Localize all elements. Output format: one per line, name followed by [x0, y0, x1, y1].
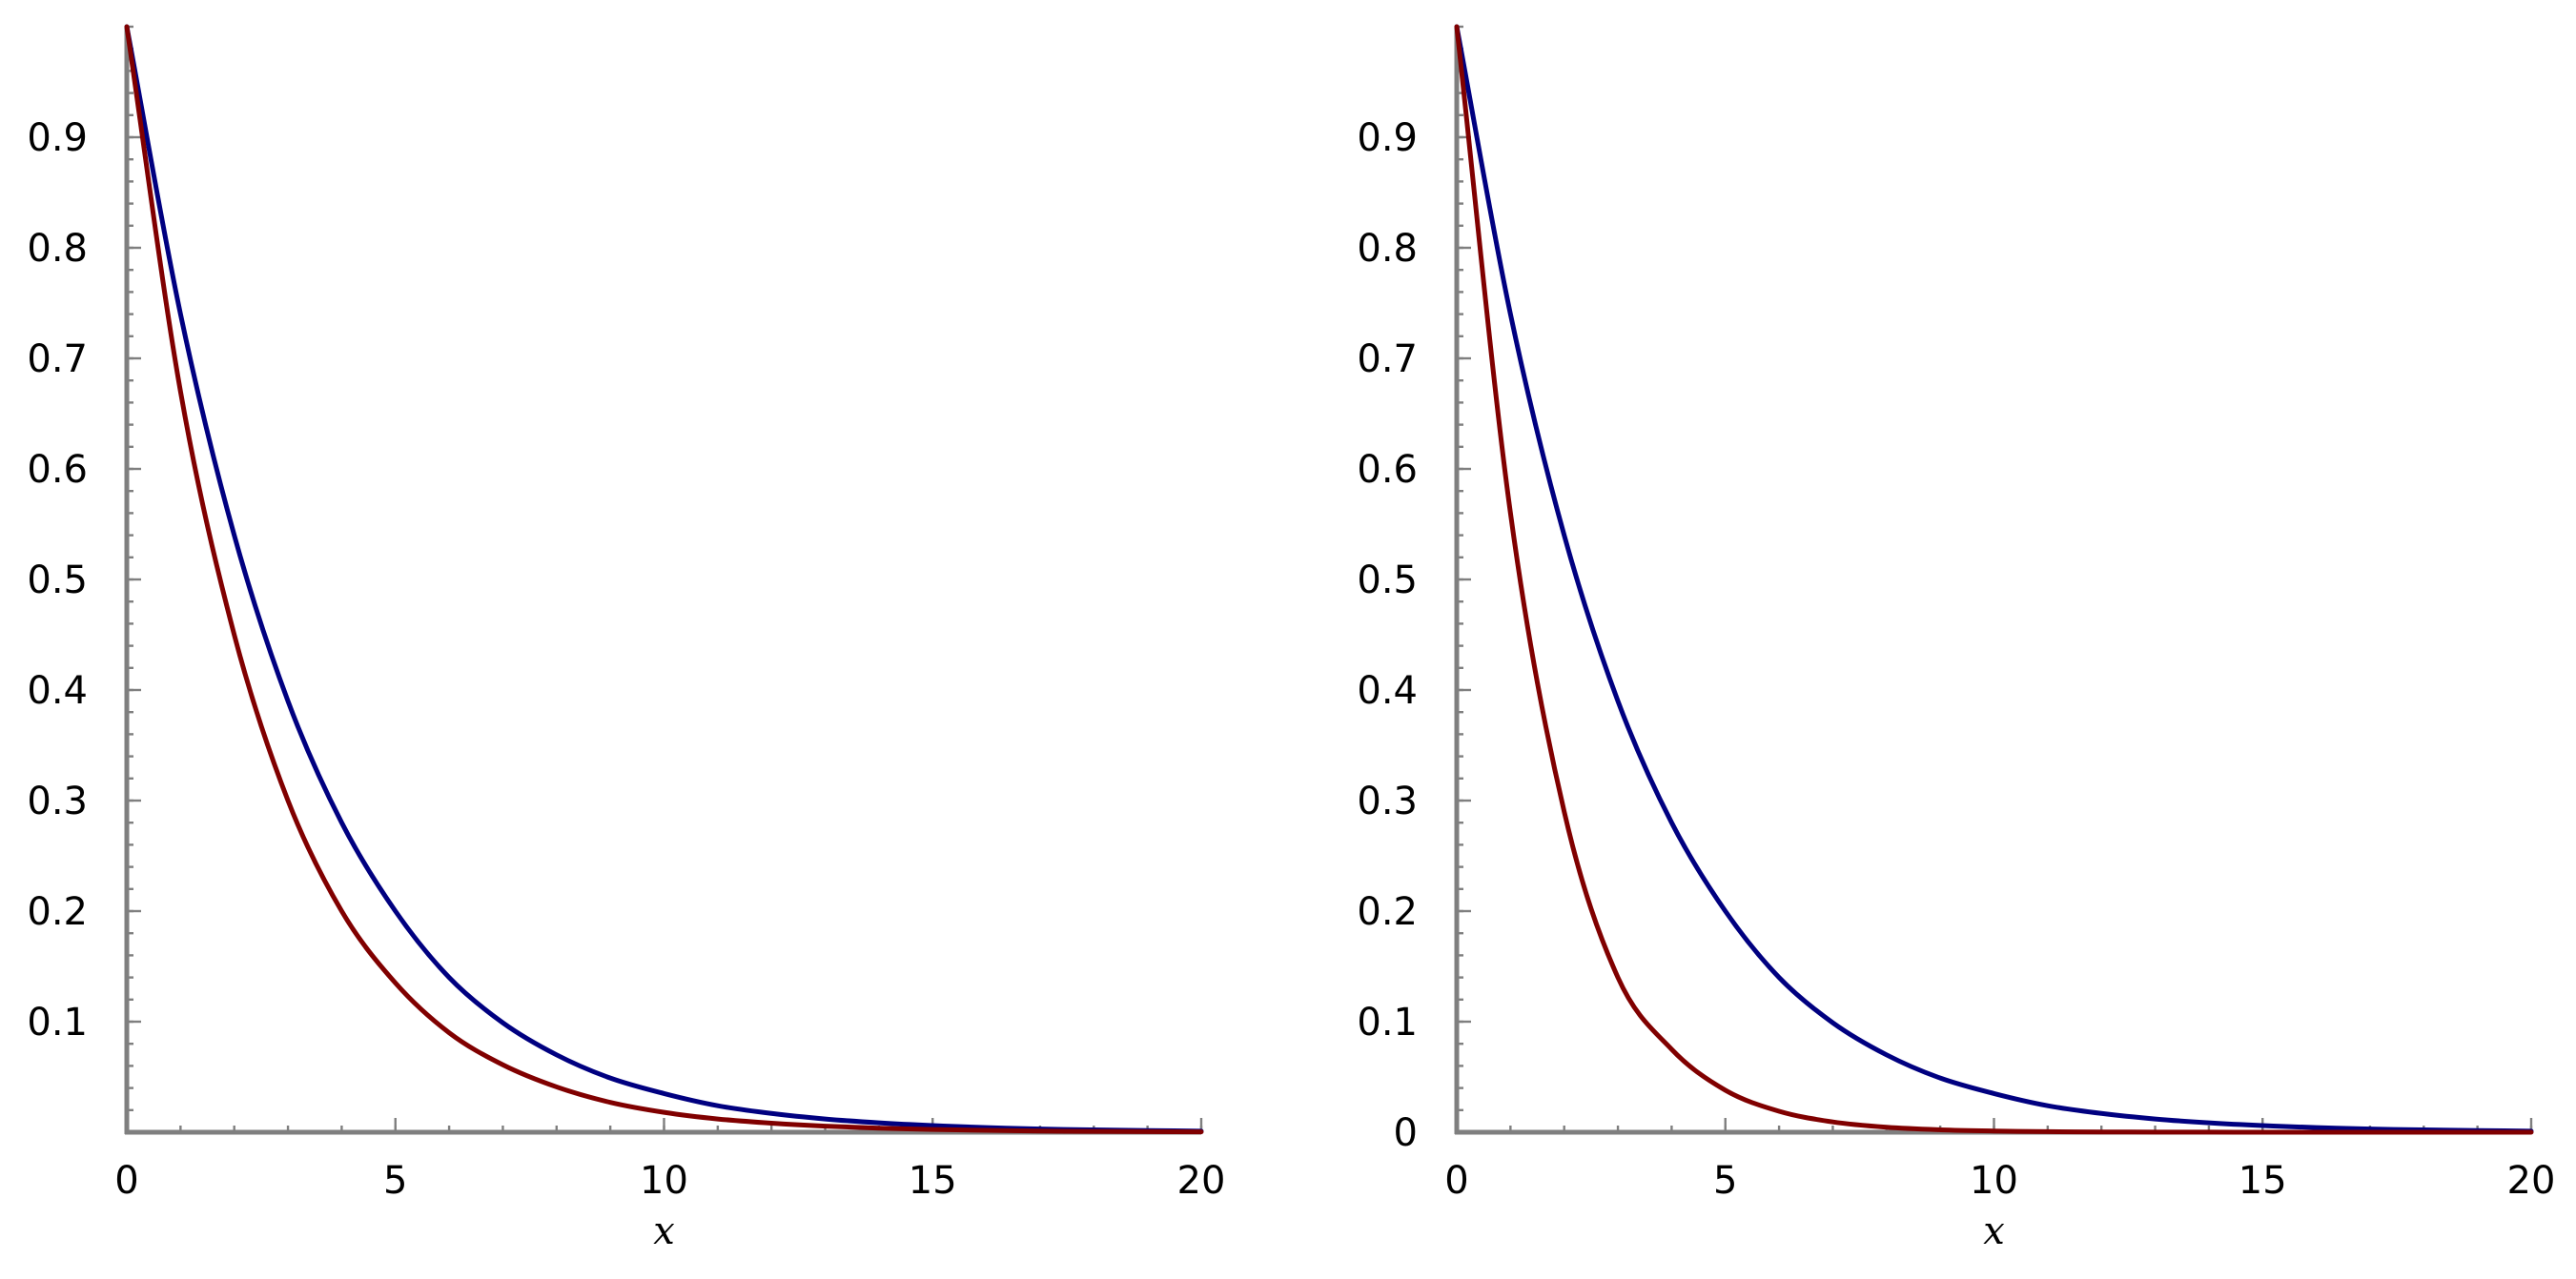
- x-axis-title: x: [1983, 1209, 2005, 1253]
- y-tick-label: 0.9: [1357, 116, 1418, 160]
- x-axis-title: x: [653, 1209, 675, 1253]
- y-tick-label: 0: [1394, 1111, 1418, 1155]
- y-tick-label: 0.5: [27, 558, 88, 602]
- y-tick-label: 0.5: [1357, 558, 1418, 602]
- y-tick-label: 0.6: [1357, 448, 1418, 492]
- y-tick-label: 0.4: [27, 669, 88, 713]
- x-tick-label: 0: [1444, 1159, 1468, 1203]
- series-line-0: [124, 24, 1204, 1134]
- y-tick-label: 0.7: [1357, 337, 1418, 381]
- x-tick-label: 10: [1970, 1159, 2018, 1203]
- x-tick-label: 5: [1713, 1159, 1737, 1203]
- series-line-0: [1454, 24, 2534, 1134]
- y-tick-label: 0.9: [27, 116, 88, 160]
- y-tick-label: 0.4: [1357, 669, 1418, 713]
- x-tick-label: 15: [2239, 1159, 2287, 1203]
- y-tick-label: 0.1: [27, 1001, 88, 1045]
- chart-right: 0 0.1 0.2 0.3 0.4 0.5 0.6 0.7 0.8 0.9 0 5 10 15 20 x: [1357, 24, 2556, 1253]
- y-tick-label: 0.6: [27, 448, 88, 492]
- x-tick-label: 15: [909, 1159, 957, 1203]
- y-tick-label: 0.1: [1357, 1001, 1418, 1045]
- y-tick-label: 0.2: [1357, 890, 1418, 934]
- y-tick-label: 0.3: [27, 780, 88, 823]
- y-tick-label: 0.7: [27, 337, 88, 381]
- y-tick-label: 0.8: [27, 227, 88, 271]
- y-tick-label: 0.8: [1357, 227, 1418, 271]
- x-tick-label: 20: [1177, 1159, 1226, 1203]
- x-tick-label: 0: [114, 1159, 138, 1203]
- series-line-1: [124, 24, 1204, 1135]
- x-tick-label: 20: [2507, 1159, 2556, 1203]
- y-tick-label: 0.2: [27, 890, 88, 934]
- x-tick-label: 10: [640, 1159, 688, 1203]
- series-line-1: [1454, 24, 2534, 1135]
- chart-left: 0.1 0.2 0.3 0.4 0.5 0.6 0.7 0.8 0.9 0 5 10 15 20 x: [27, 24, 1226, 1253]
- x-tick-label: 5: [383, 1159, 407, 1203]
- y-tick-label: 0.3: [1357, 780, 1418, 823]
